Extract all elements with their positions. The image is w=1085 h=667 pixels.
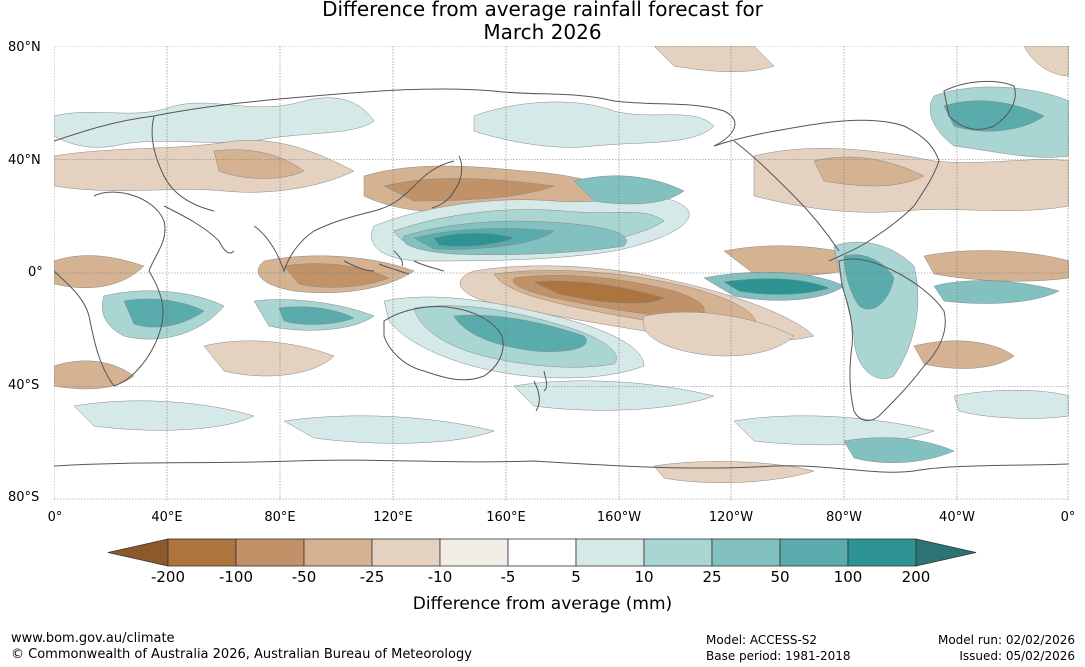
colorbar-tick-label: -100: [218, 568, 254, 586]
footer-copyright: © Commonwealth of Australia 2026, Austra…: [11, 647, 472, 662]
lon-label-40e: 40°E: [151, 510, 183, 525]
lon-label-40w: 40°W: [939, 510, 975, 525]
colorbar-cell: [643, 538, 713, 567]
colorbar-tick-label: 10: [634, 568, 654, 586]
title-line-1: Difference from average rainfall forecas…: [322, 0, 763, 21]
colorbar-tick-label: 5: [571, 568, 581, 586]
footer-left: www.bom.gov.au/climate © Commonwealth of…: [11, 631, 472, 663]
footer-model-info: Model: ACCESS-S2 Base period: 1981-2018: [706, 632, 851, 664]
lat-label-40s: 40°S: [8, 378, 40, 393]
lat-label-40n: 40°N: [8, 153, 41, 168]
lon-label-0-right: 0°: [1060, 510, 1076, 525]
footer-model-run: Model run: 02/02/2026: [937, 633, 1075, 647]
colorbar-cell: [303, 538, 373, 567]
colorbar-extend-low: [107, 538, 169, 567]
colorbar: [107, 538, 977, 567]
colorbar-tick-label: -25: [359, 568, 385, 586]
footer-url: www.bom.gov.au/climate: [11, 631, 175, 646]
colorbar-cell: [575, 538, 645, 567]
lon-label-0: 0°: [47, 510, 63, 525]
colorbar-tick-label: -5: [500, 568, 516, 586]
lon-label-80w: 80°W: [826, 510, 862, 525]
lon-label-160e: 160°E: [486, 510, 526, 525]
colorbar-label: Difference from average (mm): [412, 594, 673, 614]
colorbar-cell: [711, 538, 781, 567]
lat-label-eq: 0°: [28, 265, 43, 280]
colorbar-tick-label: 200: [901, 568, 931, 586]
graticule: [54, 46, 1069, 500]
lon-label-80e: 80°E: [264, 510, 296, 525]
colorbar-tick-label: 50: [770, 568, 790, 586]
map-title: Difference from average rainfall forecas…: [0, 0, 1085, 44]
colorbar-cell: [439, 538, 509, 567]
footer-issued: Issued: 05/02/2026: [959, 649, 1075, 663]
colorbar-cell: [235, 538, 305, 567]
footer-base-period: Base period: 1981-2018: [706, 649, 851, 663]
anomaly-shading: [54, 46, 1069, 483]
colorbar-tick-label: 100: [833, 568, 863, 586]
lat-label-80s: 80°S: [8, 490, 40, 505]
lat-label-80n: 80°N: [8, 40, 41, 55]
rainfall-anomaly-map: [54, 46, 1069, 500]
colorbar-cell: [371, 538, 441, 567]
colorbar-cell: [507, 538, 577, 567]
colorbar-tick-label: -50: [291, 568, 317, 586]
lon-label-160w: 160°W: [596, 510, 642, 525]
colorbar-cell: [847, 538, 917, 567]
colorbar-cell: [167, 538, 237, 567]
lon-label-120w: 120°W: [708, 510, 754, 525]
colorbar-extend-high: [915, 538, 977, 567]
footer-run-info: Model run: 02/02/2026 Issued: 05/02/2026: [938, 632, 1075, 664]
colorbar-tick-label: 25: [702, 568, 722, 586]
colorbar-tick-label: -200: [150, 568, 186, 586]
colorbar-tick-label: -10: [427, 568, 453, 586]
title-line-2: March 2026: [483, 20, 602, 44]
coastlines: [54, 81, 1069, 473]
colorbar-cell: [779, 538, 849, 567]
lon-label-120e: 120°E: [373, 510, 413, 525]
footer-model: Model: ACCESS-S2: [706, 633, 818, 647]
